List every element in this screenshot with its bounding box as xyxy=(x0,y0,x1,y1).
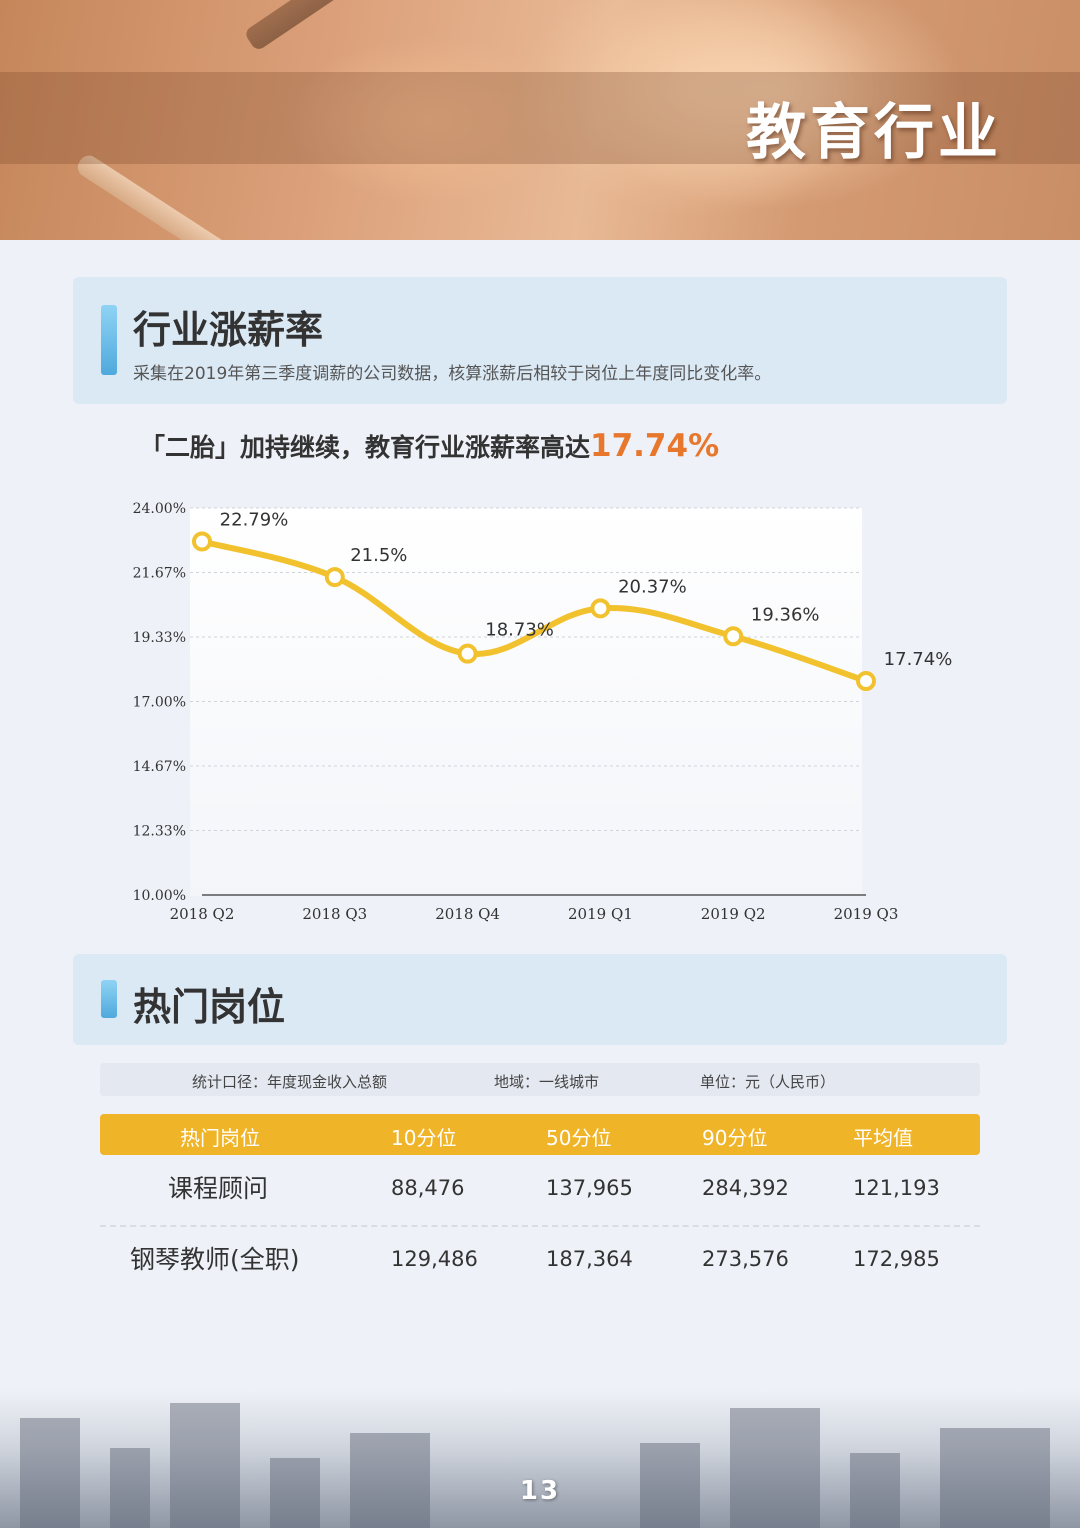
y-tick-label: 24.00% xyxy=(133,501,186,517)
table-row: 钢琴教师(全职) 129,486 187,364 273,576 172,985 xyxy=(100,1234,980,1294)
data-point xyxy=(192,531,212,552)
page-title: 教育行业 xyxy=(746,98,1002,168)
cell-avg: 172,985 xyxy=(853,1247,940,1271)
table-row: 课程顾问 88,476 137,965 284,392 121,193 xyxy=(100,1163,980,1223)
data-label: 21.5% xyxy=(350,545,407,566)
banner-hand-photo xyxy=(560,0,980,220)
section-header-hot-jobs: 热门岗位 xyxy=(73,954,1007,1045)
section-title: 行业涨薪率 xyxy=(133,308,324,352)
cell-avg: 121,193 xyxy=(853,1176,940,1200)
section-marker xyxy=(101,980,117,1018)
cell-p50: 187,364 xyxy=(546,1247,633,1271)
x-tick-label: 2019 Q1 xyxy=(568,905,633,923)
y-tick-label: 12.33% xyxy=(133,824,186,840)
data-label: 17.74% xyxy=(884,649,953,670)
note-region: 地域：一线城市 xyxy=(494,1073,600,1091)
table-header: 热门岗位 10分位 50分位 90分位 平均值 xyxy=(100,1114,980,1155)
row-divider xyxy=(100,1225,980,1227)
y-tick-label: 21.67% xyxy=(133,566,186,582)
banner-title-band xyxy=(0,72,1080,164)
data-point xyxy=(457,643,478,664)
header-p10: 10分位 xyxy=(391,1126,457,1150)
chart-headline-highlight: 17.74% xyxy=(590,428,720,464)
x-tick-label: 2018 Q4 xyxy=(435,905,500,923)
y-tick-label: 19.33% xyxy=(133,630,186,646)
header-p90: 90分位 xyxy=(702,1126,768,1150)
banner-pencil-dark xyxy=(243,0,473,52)
footer-cityscape xyxy=(0,1390,1080,1528)
cell-p10: 88,476 xyxy=(391,1176,465,1200)
cell-p50: 137,965 xyxy=(546,1176,633,1200)
note-unit: 单位：元（人民币） xyxy=(700,1073,836,1091)
data-label: 18.73% xyxy=(485,620,554,641)
data-point xyxy=(590,598,611,619)
page-number: 13 xyxy=(519,1476,561,1506)
cell-job: 课程顾问 xyxy=(168,1174,269,1203)
header-banner: 教育行业 xyxy=(0,0,1080,240)
data-label: 19.36% xyxy=(751,604,820,625)
data-label: 20.37% xyxy=(618,576,687,597)
y-tick-label: 14.67% xyxy=(133,759,186,775)
cell-job: 钢琴教师(全职) xyxy=(130,1245,300,1274)
data-label: 22.79% xyxy=(220,509,289,530)
data-point xyxy=(723,626,744,647)
header-p50: 50分位 xyxy=(546,1126,612,1150)
series-line xyxy=(199,538,869,685)
raise-rate-line-chart: 10.00% 12.33% 14.67% 17.00% 19.33% 21.67% 24.0… xyxy=(133,501,953,923)
x-tick-label: 2018 Q3 xyxy=(302,905,367,923)
y-tick-label: 10.00% xyxy=(133,888,186,904)
x-tick-label: 2018 Q2 xyxy=(170,905,235,923)
chart-headline-text: 「二胎」加持继续，教育行业涨薪率高达 xyxy=(140,433,591,462)
header-avg: 平均值 xyxy=(853,1126,913,1150)
data-point xyxy=(856,671,876,692)
section-title: 热门岗位 xyxy=(133,985,286,1029)
note-scope: 统计口径：年度现金收入总额 xyxy=(192,1073,388,1091)
y-tick-label: 17.00% xyxy=(133,695,186,711)
x-tick-label: 2019 Q2 xyxy=(701,905,766,923)
table-notes: 统计口径：年度现金收入总额 地域：一线城市 单位：元（人民币） xyxy=(100,1063,980,1096)
section-description: 采集在2019年第三季度调薪的公司数据，核算涨薪后相较于岗位上年度同比变化率。 xyxy=(133,364,772,384)
cell-p90: 273,576 xyxy=(702,1247,789,1271)
banner-pencil-light xyxy=(74,151,355,240)
x-tick-label: 2019 Q3 xyxy=(834,905,899,923)
data-point xyxy=(324,567,345,588)
cell-p90: 284,392 xyxy=(702,1176,789,1200)
section-header-raise-rate: 行业涨薪率 采集在2019年第三季度调薪的公司数据，核算涨薪后相较于岗位上年度同… xyxy=(73,277,1007,404)
header-job: 热门岗位 xyxy=(180,1126,260,1150)
cell-p10: 129,486 xyxy=(391,1247,478,1271)
section-marker xyxy=(101,305,117,375)
chart-headline: 「二胎」加持继续，教育行业涨薪率高达17.74% xyxy=(140,428,719,464)
